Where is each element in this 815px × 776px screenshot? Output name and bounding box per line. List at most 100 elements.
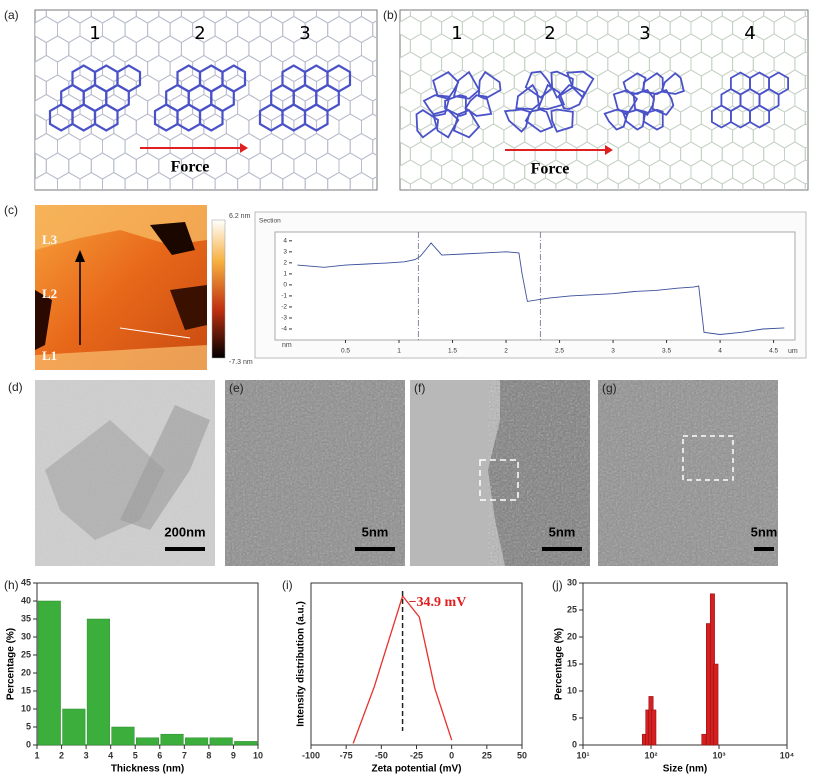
y-tick-label: 1 (283, 271, 287, 278)
site-number: 1 (89, 23, 100, 44)
colorbar-label: -7.3 nm (229, 359, 253, 366)
y-tick-label: 0 (26, 739, 31, 749)
y-tick-label: 15 (567, 658, 577, 668)
highlight-box (479, 459, 519, 501)
defect-hexagon (524, 108, 554, 133)
panel-label: (c) (4, 203, 18, 217)
defect-hexagon (711, 104, 732, 129)
hexagon (372, 97, 377, 118)
bar (62, 708, 86, 746)
panel-label: (j) (552, 578, 563, 592)
panel-label: (b) (383, 8, 398, 22)
defect-hexagon (660, 72, 685, 95)
force-label: Force (171, 159, 210, 176)
defect-hexagon (176, 64, 202, 93)
bar (651, 709, 657, 746)
texture (598, 380, 778, 566)
x-tick-label: 4 (108, 750, 113, 760)
defect-hexagon (71, 64, 97, 93)
texture (35, 380, 215, 566)
hexagon (372, 19, 377, 40)
y-axis-label: Percentage (%) (6, 628, 17, 700)
y-tick-label: 30 (567, 577, 577, 587)
bar (209, 737, 233, 746)
arrow-head (75, 250, 85, 262)
defect-hexagon (116, 64, 142, 93)
x-tick-label: 50 (517, 750, 527, 760)
defect-hexagon (432, 70, 460, 100)
x-tick-label: 3 (611, 348, 615, 355)
site-number: 4 (744, 23, 755, 44)
defect-hexagon (432, 109, 460, 139)
x-tick-label: -25 (410, 750, 423, 760)
x-tick-label: 1.5 (448, 348, 457, 355)
defect-hexagon (503, 108, 531, 133)
data-line (297, 242, 785, 335)
chart-title: Section (259, 218, 281, 225)
y-tick-label: 30 (21, 631, 31, 641)
panel-label: (h) (4, 578, 19, 592)
plot-frame (582, 582, 788, 746)
defect-hexagon (464, 94, 493, 117)
x-tick-label: 0 (449, 750, 454, 760)
scale-label: 5nm (751, 524, 778, 539)
defect-hexagon (524, 70, 554, 99)
afm-label: L1 (42, 348, 57, 363)
defect-hexagon (622, 108, 647, 131)
defect-hexagon (642, 108, 664, 131)
texture (225, 380, 405, 566)
y-tick-label: 2 (283, 260, 287, 267)
arrow-head (240, 143, 248, 153)
x-tick-label: 10² (644, 750, 657, 760)
y-axis-label: Intensity distribution (a.u.) (296, 601, 307, 727)
afm-region (150, 222, 195, 255)
bar (234, 741, 258, 746)
panel-label: (e) (229, 381, 244, 395)
site-number: 3 (639, 23, 650, 44)
hexagon (372, 58, 377, 79)
bar (185, 737, 209, 746)
defect-hexagon (550, 70, 574, 99)
lattice (400, 10, 808, 190)
section-line (119, 327, 191, 339)
y-tick-label: -2 (281, 304, 287, 311)
defect-hexagon (452, 70, 481, 100)
colorbar (211, 219, 226, 359)
defect-hexagon (730, 71, 751, 96)
afm-region (35, 345, 207, 370)
x-tick-label: 2.5 (555, 348, 564, 355)
x-tick-label: 10 (253, 750, 263, 760)
y-tick-label: 0 (283, 282, 287, 289)
x-tick-label: 5 (133, 750, 138, 760)
hexagon (804, 181, 808, 190)
y-tick-label: 20 (21, 667, 31, 677)
defect-hexagon (326, 64, 352, 93)
defect-hexagon (477, 70, 502, 100)
panel-label: (a) (4, 8, 19, 22)
y-axis-label: nm (282, 342, 292, 349)
colorbar-label: 6.2 nm (229, 213, 251, 220)
panel-label: (i) (282, 578, 293, 592)
defect-hexagon (415, 109, 440, 139)
bar (713, 663, 719, 746)
lattice (35, 10, 377, 190)
x-tick-label: 4 (718, 348, 722, 355)
y-tick-label: 0 (572, 739, 577, 749)
y-tick-label: -3 (281, 315, 287, 322)
y-tick-label: 25 (567, 604, 577, 614)
afm-label: L3 (42, 232, 58, 247)
defect-hexagon (48, 103, 74, 132)
x-tick-label: -100 (302, 750, 320, 760)
bar (701, 733, 707, 746)
plot-frame (274, 231, 796, 341)
scale-label: 5nm (362, 524, 389, 539)
annotation-label: −34.9 mV (409, 595, 467, 610)
force-label: Force (531, 161, 570, 178)
defect-hexagon (221, 64, 247, 93)
x-tick-label: 10⁴ (780, 750, 794, 760)
x-tick-label: 2 (504, 348, 508, 355)
y-tick-label: 5 (26, 721, 31, 731)
defect-hexagon (566, 70, 595, 99)
defect-hexagon (550, 108, 574, 133)
